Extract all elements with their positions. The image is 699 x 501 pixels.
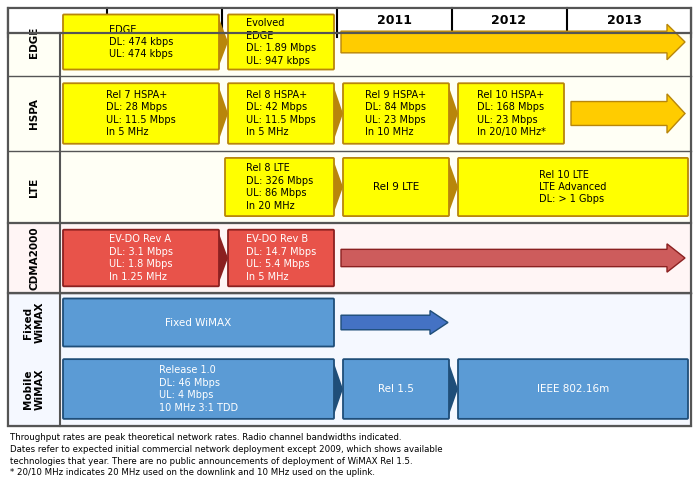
Polygon shape <box>449 162 458 212</box>
FancyBboxPatch shape <box>63 359 334 419</box>
Polygon shape <box>334 162 343 212</box>
FancyBboxPatch shape <box>63 299 334 347</box>
Text: EV-DO Rev B
DL: 14.7 Mbps
UL: 5.4 Mbps
In 5 MHz: EV-DO Rev B DL: 14.7 Mbps UL: 5.4 Mbps I… <box>246 234 316 282</box>
Text: Rel 7 HSPA+
DL: 28 Mbps
UL: 11.5 Mbps
In 5 MHz: Rel 7 HSPA+ DL: 28 Mbps UL: 11.5 Mbps In… <box>106 90 176 137</box>
Text: 2010: 2010 <box>261 14 296 27</box>
Text: 2012: 2012 <box>491 14 526 27</box>
FancyBboxPatch shape <box>228 83 334 144</box>
FancyBboxPatch shape <box>458 359 688 419</box>
Bar <box>8 8 691 33</box>
Bar <box>341 249 667 267</box>
FancyBboxPatch shape <box>228 15 334 70</box>
FancyBboxPatch shape <box>343 359 449 419</box>
Text: 2009: 2009 <box>147 14 182 27</box>
Text: 2011: 2011 <box>377 14 412 27</box>
Bar <box>8 8 691 33</box>
Text: EDGE
DL: 474 kbps
UL: 474 kbps: EDGE DL: 474 kbps UL: 474 kbps <box>109 25 173 60</box>
FancyBboxPatch shape <box>458 158 688 216</box>
Bar <box>8 293 691 426</box>
Text: Mobile
WiMAX: Mobile WiMAX <box>23 368 45 410</box>
Polygon shape <box>667 244 685 272</box>
Bar <box>685 175 687 198</box>
Text: Rel 1.5: Rel 1.5 <box>378 384 414 394</box>
Polygon shape <box>219 87 228 140</box>
Polygon shape <box>449 363 458 415</box>
Bar <box>685 380 687 398</box>
FancyBboxPatch shape <box>225 158 334 216</box>
Bar <box>8 223 691 293</box>
Bar <box>341 31 667 53</box>
Bar <box>8 223 691 293</box>
Polygon shape <box>219 18 228 66</box>
Polygon shape <box>667 24 685 60</box>
Text: Rel 8 LTE
DL: 326 Mbps
UL: 86 Mbps
In 20 MHz: Rel 8 LTE DL: 326 Mbps UL: 86 Mbps In 20… <box>246 163 313 210</box>
Text: Fixed
WiMAX: Fixed WiMAX <box>23 302 45 343</box>
Bar <box>8 293 691 426</box>
FancyBboxPatch shape <box>63 15 219 70</box>
Bar <box>571 102 667 125</box>
Bar <box>8 33 691 426</box>
Text: Rel 10 HSPA+
DL: 168 Mbps
UL: 23 Mbps
In 20/10 MHz*: Rel 10 HSPA+ DL: 168 Mbps UL: 23 Mbps In… <box>477 90 545 137</box>
FancyBboxPatch shape <box>63 83 219 144</box>
Text: EV-DO Rev A
DL: 3.1 Mbps
UL: 1.8 Mbps
In 1.25 MHz: EV-DO Rev A DL: 3.1 Mbps UL: 1.8 Mbps In… <box>109 234 173 282</box>
Text: Rel 10 LTE
LTE Advanced
DL: > 1 Gbps: Rel 10 LTE LTE Advanced DL: > 1 Gbps <box>540 170 607 204</box>
Polygon shape <box>430 311 448 335</box>
FancyBboxPatch shape <box>228 229 334 286</box>
Polygon shape <box>334 87 343 140</box>
Polygon shape <box>219 233 228 283</box>
Text: 2013: 2013 <box>607 14 642 27</box>
FancyBboxPatch shape <box>458 83 564 144</box>
Text: Throughput rates are peak theoretical network rates. Radio channel bandwidths in: Throughput rates are peak theoretical ne… <box>10 433 442 477</box>
Text: LTE: LTE <box>29 177 39 196</box>
Bar <box>8 8 691 223</box>
Text: Rel 9 LTE: Rel 9 LTE <box>373 182 419 192</box>
Text: CDMA2000: CDMA2000 <box>29 226 39 290</box>
Bar <box>8 8 691 223</box>
Text: IEEE 802.16m: IEEE 802.16m <box>537 384 609 394</box>
Bar <box>8 8 691 426</box>
Text: HSPA: HSPA <box>29 98 39 129</box>
Text: Release 1.0
DL: 46 Mbps
UL: 4 Mbps
10 MHz 3:1 TDD: Release 1.0 DL: 46 Mbps UL: 4 Mbps 10 MH… <box>159 365 238 413</box>
Text: Fixed WiMAX: Fixed WiMAX <box>166 318 231 328</box>
FancyBboxPatch shape <box>343 158 449 216</box>
Polygon shape <box>334 363 343 415</box>
Text: EDGE: EDGE <box>29 27 39 58</box>
Polygon shape <box>449 87 458 140</box>
Text: Evolved
EDGE
DL: 1.89 Mbps
UL: 947 kbps: Evolved EDGE DL: 1.89 Mbps UL: 947 kbps <box>246 19 316 66</box>
Bar <box>341 315 430 330</box>
Polygon shape <box>667 94 685 133</box>
Text: Rel 8 HSPA+
DL: 42 Mbps
UL: 11.5 Mbps
In 5 MHz: Rel 8 HSPA+ DL: 42 Mbps UL: 11.5 Mbps In… <box>246 90 316 137</box>
FancyBboxPatch shape <box>63 229 219 286</box>
Text: Rel 9 HSPA+
DL: 84 Mbps
UL: 23 Mbps
In 10 MHz: Rel 9 HSPA+ DL: 84 Mbps UL: 23 Mbps In 1… <box>366 90 426 137</box>
FancyBboxPatch shape <box>343 83 449 144</box>
